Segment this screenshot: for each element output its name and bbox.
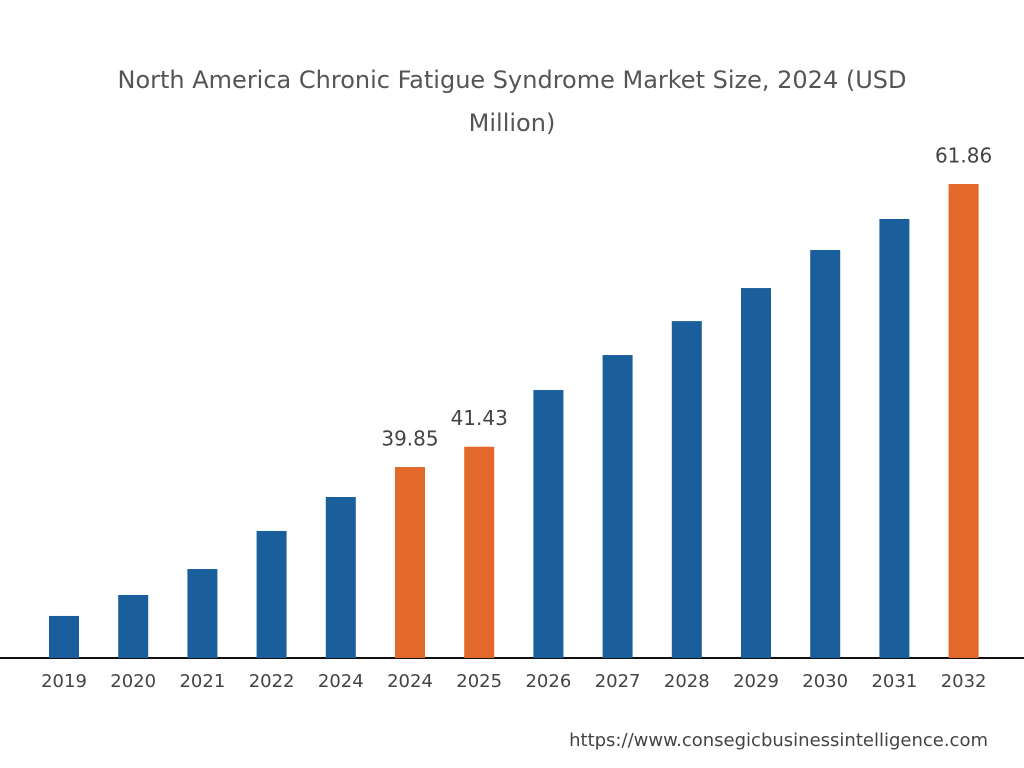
value-label: 39.85 xyxy=(381,427,438,451)
bar xyxy=(810,249,841,658)
x-tick-label: 2031 xyxy=(871,671,917,692)
x-tick-label: 2021 xyxy=(179,671,225,692)
source-url: https://www.consegicbusinessintelligence… xyxy=(569,730,988,751)
x-tick-label: 2024 xyxy=(387,671,433,692)
bar xyxy=(602,355,633,658)
x-tick-label: 2027 xyxy=(595,671,641,692)
bar xyxy=(395,467,425,658)
x-tick-label: 2026 xyxy=(525,671,571,692)
bar xyxy=(49,615,79,658)
bar xyxy=(187,569,218,658)
x-tick-label: 2029 xyxy=(733,671,779,692)
bar xyxy=(325,497,356,658)
x-tick-label: 2024 xyxy=(318,671,364,692)
x-tick-label: 2019 xyxy=(41,671,87,692)
x-tick-label: 2022 xyxy=(249,671,295,692)
bar xyxy=(464,446,495,658)
value-label: 41.43 xyxy=(451,406,508,430)
bar xyxy=(948,184,979,659)
value-label: 61.86 xyxy=(935,144,992,168)
bar xyxy=(533,390,564,658)
bar xyxy=(671,321,702,658)
x-tick-label: 2020 xyxy=(110,671,156,692)
x-tick-label: 2025 xyxy=(456,671,502,692)
bar xyxy=(879,218,910,658)
x-tick-label: 2032 xyxy=(941,671,987,692)
bar xyxy=(741,288,771,658)
chart-title: North America Chronic Fatigue Syndrome M… xyxy=(118,66,907,137)
x-tick-label: 2028 xyxy=(664,671,710,692)
x-tick-label: 2030 xyxy=(802,671,848,692)
bar xyxy=(118,594,149,658)
bar xyxy=(256,530,287,658)
